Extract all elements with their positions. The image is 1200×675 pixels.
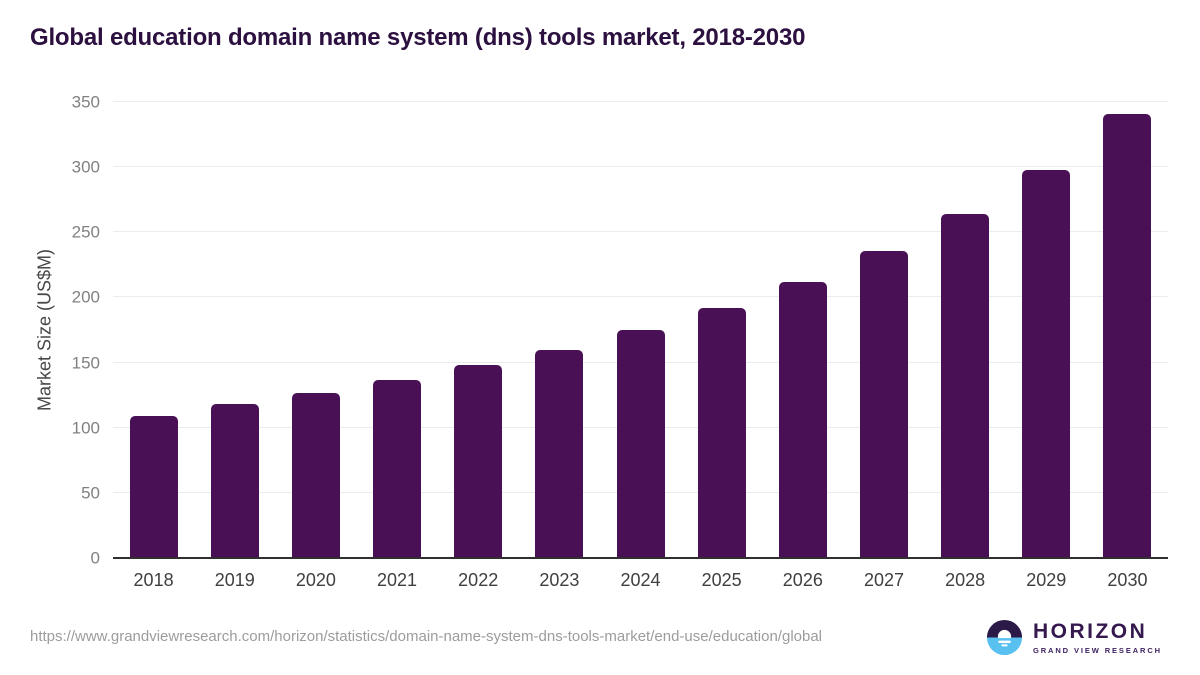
bar-2028[interactable] bbox=[941, 214, 990, 558]
bar-2029[interactable] bbox=[1022, 169, 1071, 558]
x-label-2020: 2020 bbox=[295, 570, 336, 590]
bar-2026[interactable] bbox=[778, 281, 827, 558]
bar-2022[interactable] bbox=[454, 365, 503, 558]
gridline-250 bbox=[113, 231, 1168, 233]
bar-slot-2027 bbox=[843, 102, 924, 558]
bar-2019[interactable] bbox=[210, 404, 259, 558]
y-tick-350: 350 bbox=[71, 92, 100, 112]
x-label-2025: 2025 bbox=[701, 570, 742, 590]
horizon-logo: HORIZON GRAND VIEW RESEARCH bbox=[985, 618, 1162, 657]
bars-row bbox=[113, 102, 1168, 558]
bar-slot-2024 bbox=[600, 102, 681, 558]
page-title: Global education domain name system (dns… bbox=[30, 24, 806, 51]
bar-2020[interactable] bbox=[291, 392, 340, 558]
x-label-2023: 2023 bbox=[539, 570, 580, 590]
bar-slot-2020 bbox=[275, 102, 356, 558]
plot-area bbox=[113, 101, 1168, 559]
gridline-350 bbox=[113, 101, 1168, 102]
y-tick-50: 50 bbox=[81, 483, 100, 503]
x-label-2018: 2018 bbox=[133, 570, 174, 590]
bar-slot-2026 bbox=[762, 102, 843, 558]
y-tick-200: 200 bbox=[71, 287, 100, 307]
y-tick-100: 100 bbox=[71, 418, 100, 438]
y-tick-150: 150 bbox=[71, 353, 100, 373]
x-label-2026: 2026 bbox=[782, 570, 823, 590]
bar-2018[interactable] bbox=[129, 416, 178, 558]
bar-slot-2023 bbox=[519, 102, 600, 558]
x-axis-labels: 2018 2019 2020 2021 2022 2023 2024 2025 2026 2027… bbox=[113, 570, 1168, 596]
y-tick-0: 0 bbox=[90, 548, 100, 568]
bar-slot-2030 bbox=[1087, 102, 1168, 558]
logo-text: HORIZON GRAND VIEW RESEARCH bbox=[1033, 620, 1162, 654]
bar-slot-2029 bbox=[1006, 102, 1087, 558]
source-url: https://www.grandviewresearch.com/horizo… bbox=[30, 628, 823, 645]
y-tick-250: 250 bbox=[71, 222, 100, 242]
x-label-2021: 2021 bbox=[377, 570, 418, 590]
x-label-2022: 2022 bbox=[458, 570, 499, 590]
x-label-2029: 2029 bbox=[1026, 570, 1067, 590]
logo-name: HORIZON bbox=[1032, 620, 1148, 644]
y-axis-ticks: 0 50 100 150 200 250 300 350 bbox=[0, 94, 100, 567]
y-tick-300: 300 bbox=[71, 157, 100, 177]
bar-2027[interactable] bbox=[859, 250, 908, 558]
x-axis-line bbox=[113, 557, 1168, 559]
logo-subtitle: GRAND VIEW RESEARCH bbox=[1032, 645, 1162, 655]
x-label-2024: 2024 bbox=[620, 570, 661, 590]
bar-2025[interactable] bbox=[697, 307, 746, 558]
bar-2021[interactable] bbox=[373, 379, 422, 558]
bar-2030[interactable] bbox=[1103, 113, 1152, 558]
bar-slot-2025 bbox=[681, 102, 762, 558]
x-label-2027: 2027 bbox=[863, 570, 904, 590]
x-label-2028: 2028 bbox=[945, 570, 986, 590]
horizon-logo-icon bbox=[986, 619, 1023, 656]
gridline-200 bbox=[113, 296, 1168, 298]
bar-2024[interactable] bbox=[616, 330, 665, 558]
bar-slot-2018 bbox=[113, 102, 194, 558]
x-label-2019: 2019 bbox=[214, 570, 255, 590]
x-label-2030: 2030 bbox=[1107, 570, 1148, 590]
bar-slot-2019 bbox=[194, 102, 275, 558]
bar-2023[interactable] bbox=[535, 349, 584, 558]
bar-slot-2022 bbox=[438, 102, 519, 558]
bar-slot-2028 bbox=[925, 102, 1006, 558]
bar-slot-2021 bbox=[356, 102, 437, 558]
gridline-300 bbox=[113, 166, 1168, 168]
